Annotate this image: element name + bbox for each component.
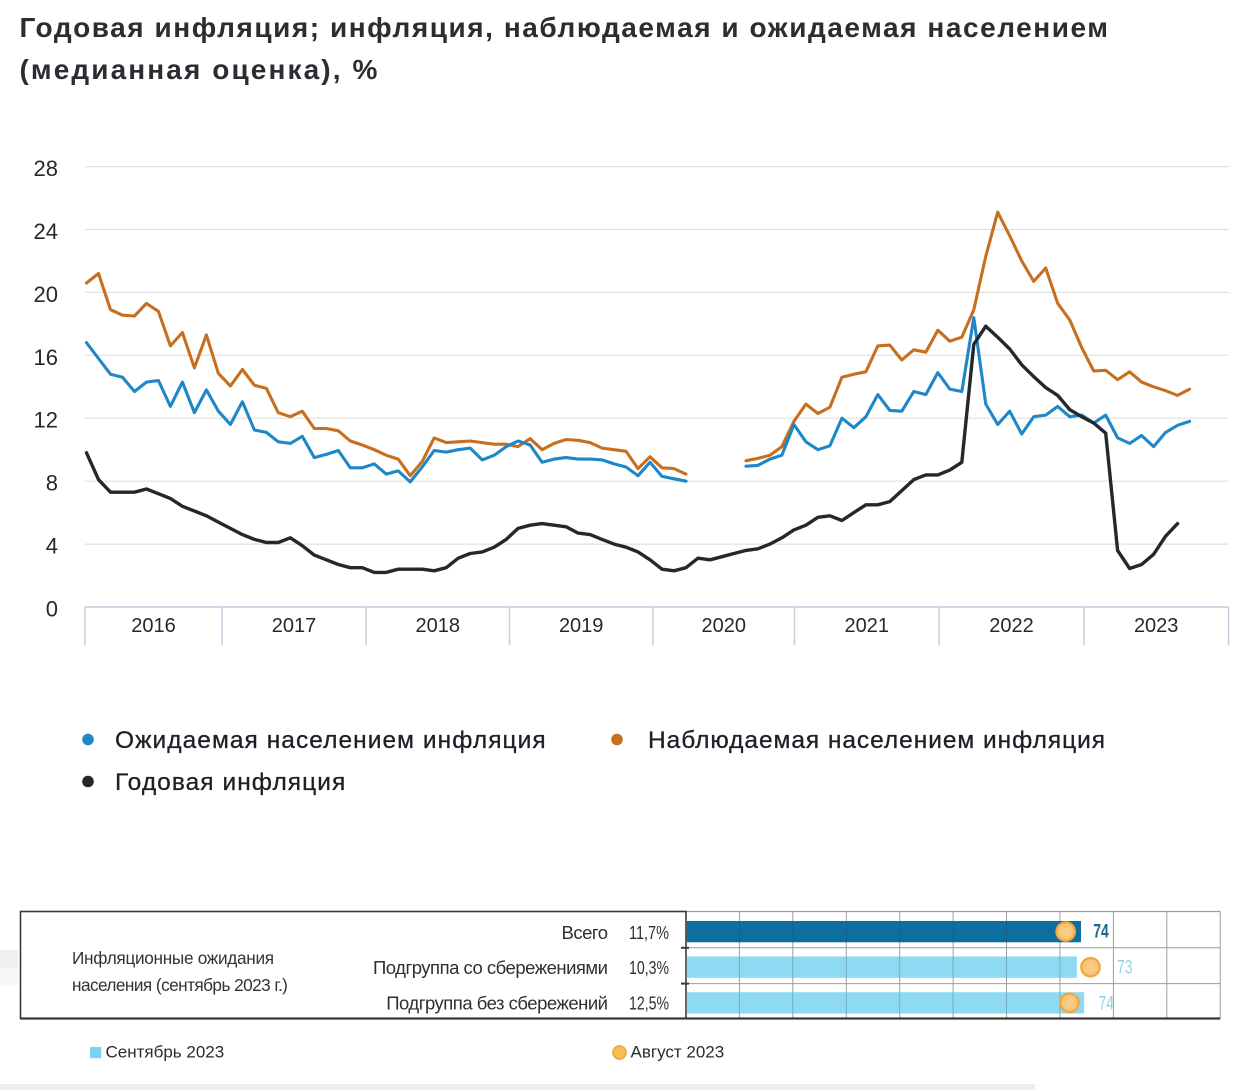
svg-text:2023: 2023 [1134,615,1179,637]
svg-text:2020: 2020 [702,615,747,637]
svg-text:16: 16 [34,345,58,370]
svg-text:Подгруппа со сбережениями: Подгруппа со сбережениями [373,957,608,978]
svg-text:8: 8 [46,471,58,496]
svg-text:74: 74 [1093,922,1109,943]
svg-text:Всего: Всего [561,922,607,943]
svg-text:2019: 2019 [559,615,604,637]
svg-text:2021: 2021 [845,615,890,637]
svg-text:12,5%: 12,5% [629,993,669,1014]
svg-text:Инфляционные ожидания: Инфляционные ожидания [72,948,274,968]
svg-text:4: 4 [46,534,58,559]
svg-text:73: 73 [1117,957,1133,978]
svg-text:Август 2023: Август 2023 [631,1043,725,1062]
svg-text:Годовая инфляция; инфляция, на: Годовая инфляция; инфляция, наблюдаемая … [20,12,1110,43]
svg-text:0: 0 [46,597,58,622]
svg-text:24: 24 [34,219,58,244]
svg-text:20: 20 [34,282,58,307]
svg-text:2016: 2016 [131,615,176,637]
svg-text:Наблюдаемая населением инфляци: Наблюдаемая населением инфляция [648,727,1106,754]
svg-text:Подгруппа без сбережений: Подгруппа без сбережений [386,993,607,1014]
svg-text:населения (сентябрь 2023 г.): населения (сентябрь 2023 г.) [72,975,287,995]
svg-text:12: 12 [34,408,58,433]
svg-text:74: 74 [1099,993,1115,1014]
svg-text:Годовая инфляция: Годовая инфляция [115,769,346,796]
svg-text:2018: 2018 [416,615,461,637]
svg-text:Ожидаемая населением инфляция: Ожидаемая населением инфляция [115,727,547,754]
svg-text:(медианная оценка), %: (медианная оценка), % [20,54,380,85]
svg-text:2022: 2022 [989,615,1034,637]
svg-text:28: 28 [34,156,58,181]
svg-text:10,3%: 10,3% [629,957,669,978]
svg-text:11,7%: 11,7% [629,922,669,943]
svg-text:Сентябрь 2023: Сентябрь 2023 [106,1043,225,1062]
svg-text:2017: 2017 [272,615,317,637]
